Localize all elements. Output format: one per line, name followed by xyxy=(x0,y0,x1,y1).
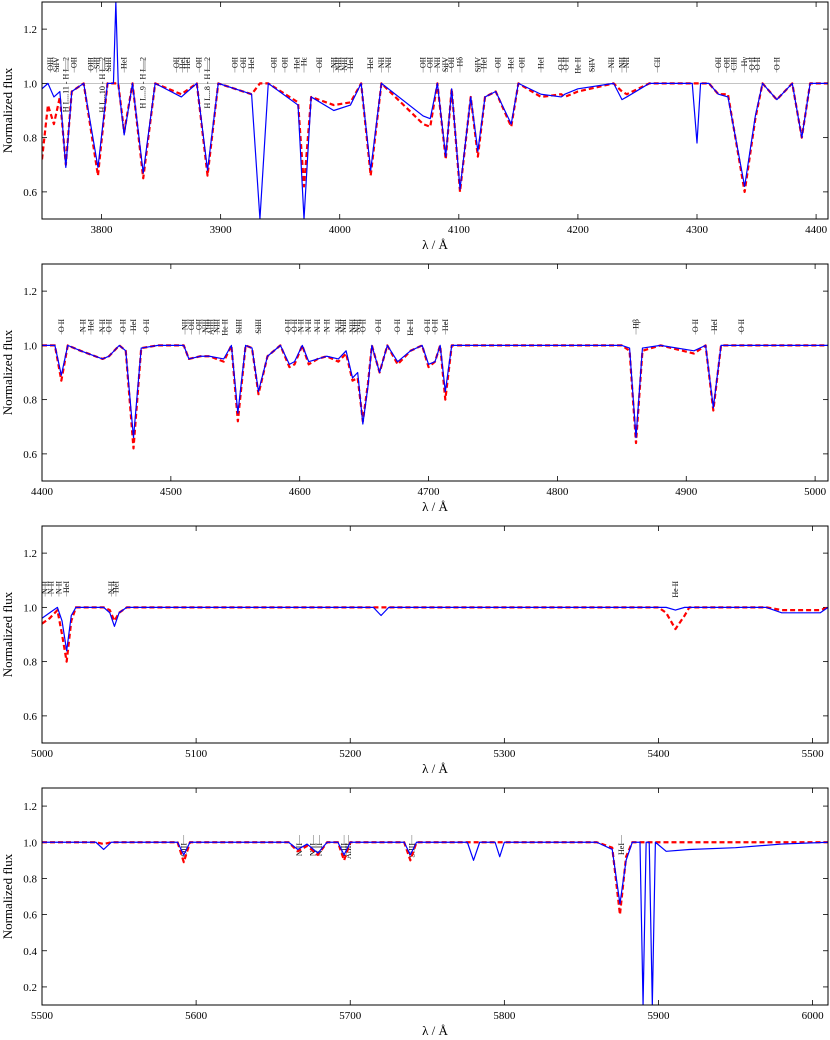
plot-area xyxy=(42,344,828,450)
x-tick-label: 4300 xyxy=(686,224,709,236)
x-tick-label: 5900 xyxy=(647,1010,670,1022)
x-tick-label: 5800 xyxy=(493,1010,516,1022)
plot-area xyxy=(42,2,828,219)
line-id-label: H I....8 - H I....2 xyxy=(203,57,212,109)
line-id-label: H I....11 - H I....2 xyxy=(61,57,70,112)
y-tick-label: 0.4 xyxy=(23,946,37,958)
line-id-label: OIII xyxy=(179,843,188,857)
y-tick-label: 0.6 xyxy=(23,449,37,461)
x-tick-label: 4100 xyxy=(448,224,471,236)
y-tick-label: 0.6 xyxy=(23,910,37,922)
plot-frame xyxy=(41,263,829,482)
y-tick-label: 0.8 xyxy=(23,657,37,669)
plot-frame xyxy=(41,1,829,220)
x-tick-label: 5300 xyxy=(493,748,516,760)
y-tick-label: 0.6 xyxy=(23,187,37,199)
x-tick-label: 4500 xyxy=(160,486,183,498)
x-tick-label: 5100 xyxy=(185,748,208,760)
x-axis-label: λ / Å xyxy=(422,1023,448,1038)
x-tick-label: 4200 xyxy=(567,224,590,236)
x-axis-label: λ / Å xyxy=(422,237,448,252)
plot-area xyxy=(42,841,828,1005)
x-tick-label: 5600 xyxy=(185,1010,208,1022)
spectrum-line xyxy=(42,841,828,916)
y-axis-label: Normalized flux xyxy=(0,329,15,415)
line-id-label: H I....9 - H I....2 xyxy=(139,57,148,109)
y-tick-label: 0.8 xyxy=(23,133,37,145)
x-tick-label: 4600 xyxy=(289,486,312,498)
x-axis-label: λ / Å xyxy=(422,761,448,776)
plot-frame xyxy=(41,525,829,744)
x-tick-label: 5000 xyxy=(31,748,54,760)
y-tick-label: 0.2 xyxy=(23,982,37,994)
y-axis-label: Normalized flux xyxy=(0,853,15,939)
spectrum-line xyxy=(42,606,828,663)
x-tick-label: 5500 xyxy=(802,748,825,760)
y-tick-label: 1.2 xyxy=(23,801,37,813)
spectrum-line xyxy=(42,841,828,1005)
x-tick-label: 4400 xyxy=(31,486,54,498)
line-id-label: SiIII xyxy=(407,843,416,858)
x-tick-label: 3800 xyxy=(91,224,114,236)
x-tick-label: 4400 xyxy=(805,224,828,236)
x-tick-label: 4800 xyxy=(546,486,569,498)
y-tick-label: 1.0 xyxy=(23,837,37,849)
spectrum-line xyxy=(42,606,828,652)
x-tick-label: 5500 xyxy=(31,1010,54,1022)
y-tick-label: 0.8 xyxy=(23,873,37,885)
x-tick-label: 5700 xyxy=(339,1010,362,1022)
y-axis-label: Normalized flux xyxy=(0,67,15,153)
x-tick-label: 4900 xyxy=(675,486,698,498)
y-tick-label: 0.8 xyxy=(23,395,37,407)
y-axis-label: Normalized flux xyxy=(0,591,15,677)
plot-frame xyxy=(41,787,829,1006)
x-tick-label: 3900 xyxy=(210,224,233,236)
x-tick-label: 4000 xyxy=(329,224,352,236)
x-tick-label: 5400 xyxy=(647,748,670,760)
y-tick-label: 1.0 xyxy=(23,78,37,90)
spectrum-line xyxy=(42,344,828,439)
y-tick-label: 1.2 xyxy=(23,548,37,560)
y-tick-label: 1.0 xyxy=(23,340,37,352)
spectrum-line xyxy=(42,82,828,193)
y-tick-label: 1.2 xyxy=(23,286,37,298)
plot-area xyxy=(42,606,828,663)
x-tick-label: 6000 xyxy=(802,1010,825,1022)
y-tick-label: 1.2 xyxy=(23,24,37,36)
x-tick-label: 4700 xyxy=(418,486,441,498)
y-tick-label: 0.6 xyxy=(23,711,37,723)
line-id-label: N II xyxy=(315,843,324,856)
line-id-label: CIII xyxy=(340,843,349,857)
x-axis-label: λ / Å xyxy=(422,499,448,514)
x-tick-label: 5200 xyxy=(339,748,362,760)
spectrum-line xyxy=(42,344,828,450)
y-tick-label: 1.0 xyxy=(23,602,37,614)
spectrum-line xyxy=(42,2,828,219)
line-id-label: H I....10 - H I....2 xyxy=(98,57,107,113)
line-id-label: HeI xyxy=(617,843,626,855)
line-id-label: AlIII xyxy=(344,843,353,859)
x-tick-label: 5000 xyxy=(804,486,827,498)
